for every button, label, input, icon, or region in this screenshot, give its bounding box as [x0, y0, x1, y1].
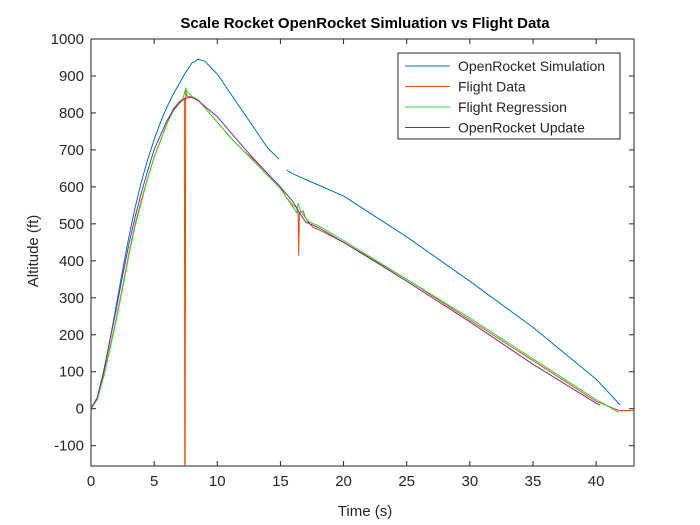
x-tick-label: 35 — [525, 473, 542, 490]
x-tick-label: 25 — [398, 473, 415, 490]
series-line-1 — [91, 58, 621, 409]
x-axis-label: Time (s) — [338, 503, 392, 520]
y-axis-ticks: -100 0 100 200 300 400 500 600 700 800 900 1000 — [51, 31, 634, 455]
chart-title: Scale Rocket OpenRocket Simluation vs Fl… — [180, 15, 550, 32]
y-tick-label: 900 — [59, 68, 84, 85]
series-layer — [91, 58, 634, 466]
series-line-4 — [91, 96, 601, 409]
y-tick-label: 800 — [59, 105, 84, 122]
legend-label: Flight Data — [458, 79, 526, 95]
legend-label: OpenRocket Simulation — [458, 58, 605, 74]
x-tick-label: 0 — [87, 473, 95, 490]
legend: OpenRocket Simulation Flight Data Flight R… — [397, 52, 621, 140]
series-line-3 — [91, 87, 620, 413]
x-axis-ticks: 0 5 10 15 20 25 30 35 40 — [87, 39, 605, 490]
y-tick-label: 200 — [59, 327, 84, 344]
legend-label: OpenRocket Update — [458, 120, 585, 136]
y-tick-label: -100 — [54, 438, 84, 455]
y-tick-label: 400 — [59, 253, 84, 270]
y-tick-label: 1000 — [51, 31, 84, 48]
x-tick-label: 30 — [461, 473, 478, 490]
y-axis-label: Altitude (ft) — [25, 215, 42, 288]
x-tick-label: 5 — [150, 473, 158, 490]
y-tick-label: 0 — [76, 401, 84, 418]
x-tick-label: 20 — [335, 473, 352, 490]
y-tick-label: 600 — [59, 179, 84, 196]
y-tick-label: 500 — [59, 216, 84, 233]
x-tick-label: 15 — [272, 473, 289, 490]
x-tick-label: 10 — [209, 473, 226, 490]
legend-box — [397, 52, 621, 140]
y-tick-label: 300 — [59, 290, 84, 307]
x-tick-label: 40 — [588, 473, 605, 490]
y-tick-label: 700 — [59, 142, 84, 159]
legend-label: Flight Regression — [458, 99, 567, 115]
y-tick-label: 100 — [59, 364, 84, 381]
